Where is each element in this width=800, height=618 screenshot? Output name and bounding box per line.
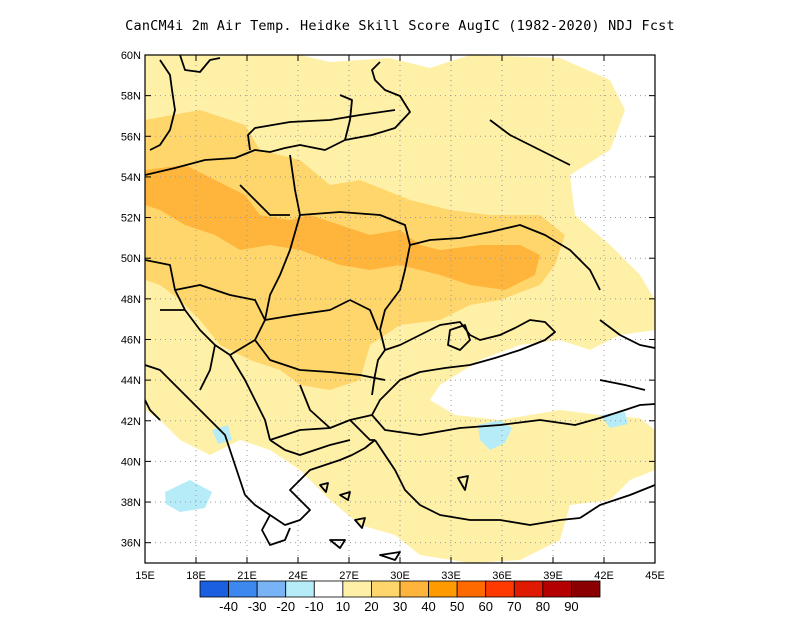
lat-tick-label: 48N [121,294,141,306]
colorbar-swatch [428,580,458,598]
colorbar-swatch [228,580,258,598]
map-title: CanCM4i 2m Air Temp. Heidke Skill Score … [125,18,675,34]
lon-tick-label: 33E [441,570,461,582]
colorbar-label: 30 [393,599,407,614]
lat-tick-label: 54N [121,172,141,184]
colorbar-label: 90 [564,599,578,614]
colorbar-swatch [256,580,287,598]
lon-tick-label: 36E [492,570,512,582]
colorbar-swatch [399,580,429,598]
coastlines-borders [145,55,655,561]
colorbar-label: -30 [248,599,267,614]
lat-tick-label: 40N [121,456,141,468]
colorbar: -40 -30 -20 -10 10 20 30 40 50 60 70 80 90 [199,580,601,614]
lat-tick-label: 60N [121,50,141,62]
skill-region-light-blue-turkey [478,420,512,450]
lat-tick-label: 42N [121,416,141,428]
lon-tick-label: 15E [135,570,155,582]
lon-tick-label: 45E [645,570,665,582]
colorbar-swatch [371,580,401,598]
skill-region-orange [145,165,540,290]
lon-tick-label: 39E [543,570,563,582]
lon-tick-label: 24E [288,570,308,582]
colorbar-swatch [456,580,487,598]
colorbar-swatch [313,580,344,598]
colorbar-label: 70 [507,599,521,614]
colorbar-label: 40 [421,599,435,614]
colorbar-swatch [285,580,315,598]
lat-tick-label: 46N [121,334,141,346]
lat-tick-label: 38N [121,497,141,509]
lat-tick-label: 52N [121,213,141,225]
lat-tick-label: 36N [121,538,141,550]
colorbar-label: 10 [336,599,350,614]
latitude-axis: 36N 38N 40N 42N 44N 46N 48N 50N 52N 54N 56N 58N 60N [121,50,655,550]
colorbar-swatch [571,580,601,598]
lat-tick-label: 50N [121,253,141,265]
colorbar-swatch [542,580,572,598]
lon-tick-label: 42E [594,570,614,582]
colorbar-swatch [513,580,544,598]
longitude-axis: 15E 18E 21E 24E 27E 30E 33E 36E 39E 42E 45E [135,55,665,582]
colorbar-swatch [342,580,372,598]
colorbar-label: 60 [478,599,492,614]
skill-shading [145,55,655,563]
colorbar-label: -40 [219,599,238,614]
skill-region-light-blue-ionian [165,480,212,512]
lat-lon-grid [145,55,655,563]
colorbar-label: 50 [450,599,464,614]
lon-tick-label: 21E [237,570,257,582]
colorbar-swatch [485,580,515,598]
lon-tick-label: 30E [390,570,410,582]
colorbar-label: 20 [364,599,378,614]
colorbar-swatch [199,580,229,598]
lon-tick-label: 18E [186,570,206,582]
lon-tick-label: 27E [339,570,359,582]
colorbar-label: -10 [305,599,324,614]
lat-tick-label: 58N [121,91,141,103]
colorbar-label: 80 [536,599,550,614]
colorbar-label: -20 [276,599,295,614]
lat-tick-label: 44N [121,375,141,387]
lat-tick-label: 56N [121,131,141,143]
